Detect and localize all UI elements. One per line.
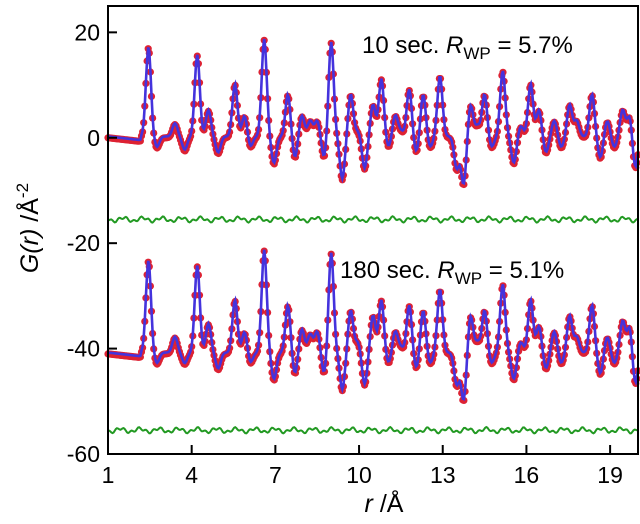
annotation-bottom-prefix: 180 sec. [340,257,437,284]
x-tick-label: 4 [185,462,198,488]
difference-line [107,215,639,224]
difference-line [107,425,638,435]
annotation-bottom-sub: WP [455,269,482,288]
x-tick-label: 1 [102,462,115,488]
annotation-top-prefix: 10 sec. [362,32,446,59]
y-tick-label: -20 [67,230,100,256]
x-tick-label: 7 [269,462,282,488]
series-layer [104,36,640,435]
y-tick-label: 20 [74,19,100,45]
y-ticks: 20 0 -20 -40 -60 [67,19,117,467]
svg-text:10 sec. RWP = 5.7%: 10 sec. RWP = 5.7% [362,32,573,63]
x-ticks: 1 4 7 10 13 16 19 [102,445,623,488]
y-axis-label: G(r) /Å-2 [13,183,44,273]
annotation-top-sub: WP [463,44,490,63]
annotation-top: 10 sec. RWP = 5.7% [362,32,573,63]
pdf-series-0 [104,36,640,224]
x-tick-label: 10 [346,462,372,488]
calculated-line [107,38,640,186]
annotation-bottom-suffix: = 5.1% [482,257,564,284]
annotation-bottom: 180 sec. RWP = 5.1% [340,257,564,288]
pdf-series-1 [104,247,640,435]
annotation-bottom-var: R [437,257,454,284]
plot-frame [107,5,639,455]
y-tick-label: -60 [67,441,100,467]
annotation-top-suffix: = 5.7% [491,32,573,59]
annotation-top-var: R [446,32,463,59]
calculated-line [107,249,640,401]
x-tick-label: 13 [430,462,456,488]
y-tick-label: -40 [67,336,100,362]
y-tick-label: 0 [87,125,100,151]
svg-text:180 sec. RWP = 5.1%: 180 sec. RWP = 5.1% [340,257,564,288]
x-tick-label: 16 [514,462,540,488]
x-axis-label: r /Å [365,488,404,518]
x-tick-label: 19 [597,462,623,488]
